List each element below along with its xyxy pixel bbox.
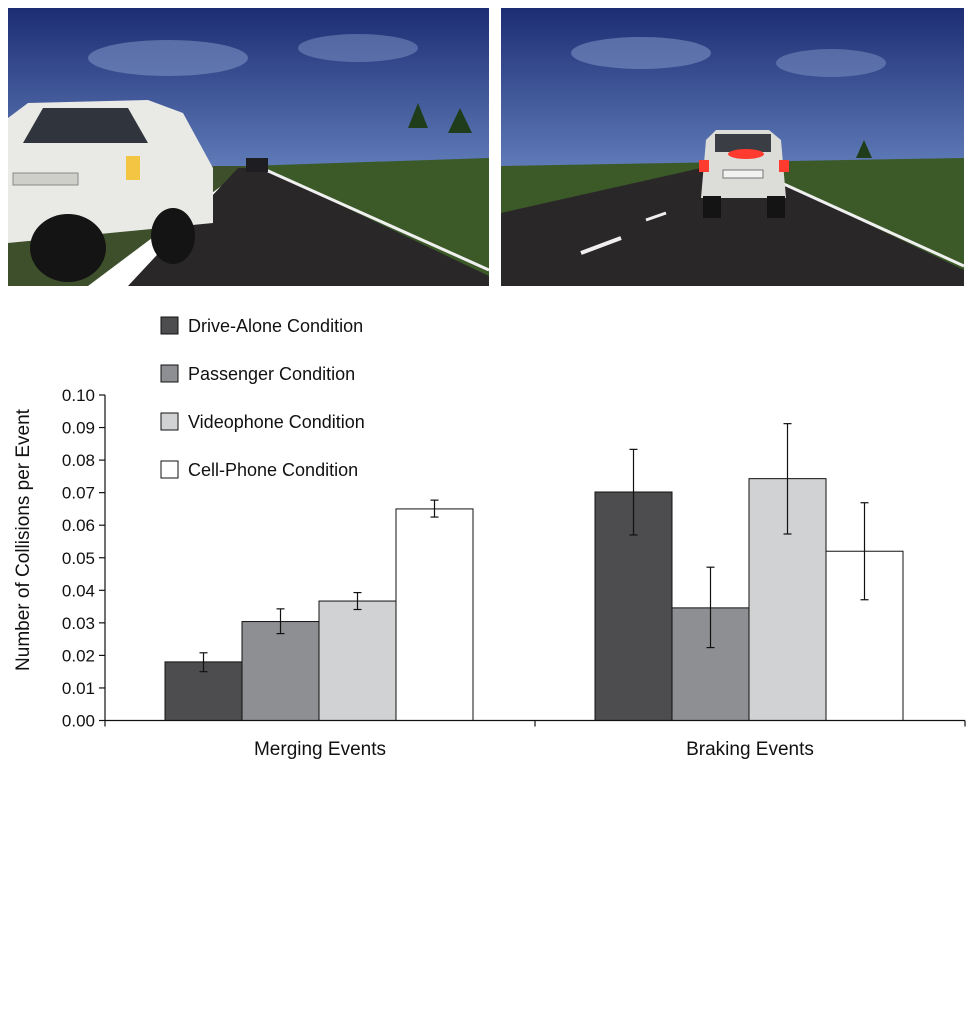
braking-scene-image xyxy=(501,8,964,286)
y-tick-label: 0.02 xyxy=(62,646,95,665)
suv-wheel xyxy=(151,208,195,264)
y-tick-label: 0.03 xyxy=(62,614,95,633)
brake-light xyxy=(728,149,764,159)
bar-cell-phone-condition xyxy=(395,508,474,721)
x-axis: Merging Events Braking Events xyxy=(104,719,966,760)
legend-label: Videophone Condition xyxy=(188,412,365,432)
braking-event-scene xyxy=(501,8,964,286)
cloud xyxy=(571,37,711,69)
bar-videophone-condition xyxy=(318,600,397,722)
car-plate xyxy=(722,169,764,179)
bars xyxy=(164,423,904,722)
suv-wheel xyxy=(30,214,106,282)
tree xyxy=(448,108,472,133)
lane-dash xyxy=(645,211,667,222)
suv-tail-light xyxy=(126,156,140,180)
car-wheel xyxy=(767,196,785,218)
lane-dash xyxy=(580,236,622,255)
car-wheel xyxy=(703,196,721,218)
cloud xyxy=(88,40,248,76)
distant-car xyxy=(246,158,268,172)
brake-light xyxy=(699,160,709,172)
legend-label: Cell-Phone Condition xyxy=(188,460,358,480)
x-category-label: Merging Events xyxy=(254,739,386,760)
suv-plate xyxy=(12,172,79,186)
y-tick-label: 0.08 xyxy=(62,451,95,470)
bar-passenger-condition xyxy=(241,621,320,722)
x-category-label: Braking Events xyxy=(686,739,814,760)
legend-swatch xyxy=(160,460,179,479)
tree xyxy=(856,140,872,158)
merging-event-scene xyxy=(8,8,489,286)
y-tick-label: 0.07 xyxy=(62,484,95,503)
suv-rear-window xyxy=(23,108,148,143)
cloud xyxy=(298,34,418,62)
lane-line xyxy=(265,168,489,272)
y-tick-label: 0.09 xyxy=(62,419,95,438)
tree xyxy=(408,103,428,128)
lane-line xyxy=(752,168,964,268)
collision-bar-chart: Drive-Alone Condition Passenger Condition… xyxy=(13,316,966,760)
merging-scene-image xyxy=(8,8,489,286)
legend-swatch xyxy=(160,412,179,431)
y-axis-label: Number of Collisions per Event xyxy=(13,408,34,671)
cloud xyxy=(776,49,886,77)
y-axis: 0.00 0.01 0.02 0.03 0.04 0.05 0.06 0.07 0.08 0.09… xyxy=(62,386,106,731)
legend: Drive-Alone Condition Passenger Condition… xyxy=(160,316,365,480)
legend-swatch xyxy=(160,364,179,383)
legend-label: Drive-Alone Condition xyxy=(188,316,363,336)
road xyxy=(501,168,964,286)
y-tick-label: 0.05 xyxy=(62,549,95,568)
y-tick-label: 0.01 xyxy=(62,679,95,698)
y-tick-label: 0.04 xyxy=(62,581,95,600)
legend-swatch xyxy=(160,316,179,335)
brake-light xyxy=(779,160,789,172)
car-rear-window xyxy=(715,134,771,152)
legend-label: Passenger Condition xyxy=(188,364,355,384)
road xyxy=(128,168,489,286)
y-tick-label: 0.00 xyxy=(62,712,95,731)
y-tick-label: 0.10 xyxy=(62,386,95,405)
y-tick-label: 0.06 xyxy=(62,516,95,535)
